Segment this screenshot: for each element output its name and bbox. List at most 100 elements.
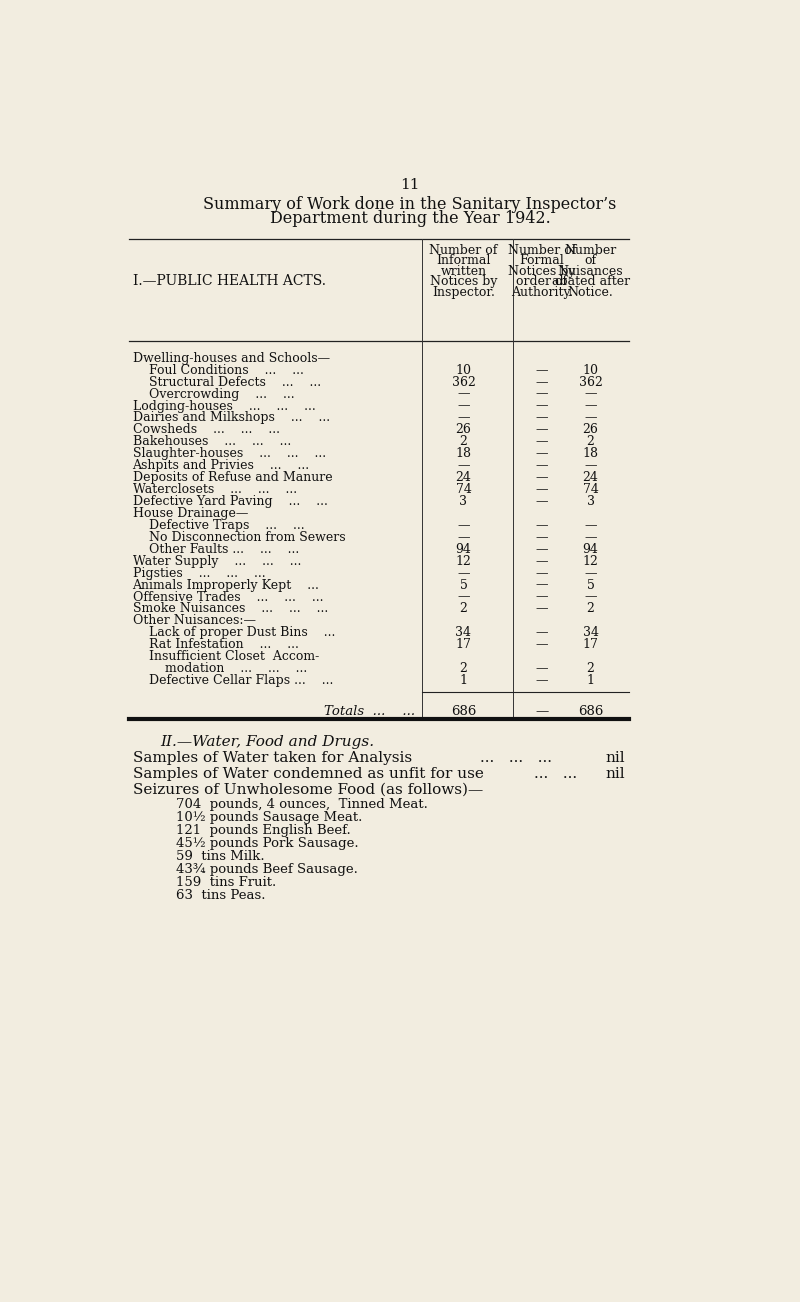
Text: Number of: Number of xyxy=(430,243,498,256)
Text: —: — xyxy=(584,400,597,413)
Text: 5: 5 xyxy=(459,578,467,591)
Text: 686: 686 xyxy=(450,706,476,719)
Text: Ashpits and Privies    ...    ...: Ashpits and Privies ... ... xyxy=(133,460,310,473)
Text: Lodging-houses    ...    ...    ...: Lodging-houses ... ... ... xyxy=(133,400,315,413)
Text: —: — xyxy=(535,638,548,651)
Text: Deposits of Refuse and Manure: Deposits of Refuse and Manure xyxy=(133,471,332,484)
Text: Rat Infestation    ...    ...: Rat Infestation ... ... xyxy=(133,638,298,651)
Text: Defective Traps    ...    ...: Defective Traps ... ... xyxy=(133,519,304,533)
Text: II.—Water, Food and Drugs.: II.—Water, Food and Drugs. xyxy=(161,734,374,749)
Text: modation    ...    ...    ...: modation ... ... ... xyxy=(133,663,307,676)
Text: —: — xyxy=(535,543,548,556)
Text: Cowsheds    ...    ...    ...: Cowsheds ... ... ... xyxy=(133,423,279,436)
Text: Lack of proper Dust Bins    ...: Lack of proper Dust Bins ... xyxy=(133,626,335,639)
Text: Insufficient Closet  Accom-: Insufficient Closet Accom- xyxy=(133,650,318,663)
Text: 18: 18 xyxy=(582,448,598,461)
Text: 24: 24 xyxy=(455,471,471,484)
Text: ...   ...: ... ... xyxy=(534,767,577,781)
Text: abated after: abated after xyxy=(551,275,630,288)
Text: Foul Conditions    ...    ...: Foul Conditions ... ... xyxy=(133,363,303,376)
Text: —: — xyxy=(535,578,548,591)
Text: 18: 18 xyxy=(455,448,471,461)
Text: Totals  ...    ...: Totals ... ... xyxy=(324,706,415,719)
Text: 2: 2 xyxy=(459,435,467,448)
Text: —: — xyxy=(535,435,548,448)
Text: —: — xyxy=(535,555,548,568)
Text: —: — xyxy=(535,448,548,461)
Text: 362: 362 xyxy=(578,376,602,389)
Text: —: — xyxy=(458,400,470,413)
Text: 2: 2 xyxy=(459,603,467,616)
Text: 1: 1 xyxy=(459,674,467,687)
Text: Samples of Water condemned as unfit for use: Samples of Water condemned as unfit for … xyxy=(133,767,483,781)
Text: 3: 3 xyxy=(459,495,467,508)
Text: I.—PUBLIC HEALTH ACTS.: I.—PUBLIC HEALTH ACTS. xyxy=(133,273,326,288)
Text: 94: 94 xyxy=(455,543,471,556)
Text: —: — xyxy=(535,603,548,616)
Text: 12: 12 xyxy=(455,555,471,568)
Text: Nuisances: Nuisances xyxy=(558,264,623,277)
Text: Notice.: Notice. xyxy=(568,285,614,298)
Text: —: — xyxy=(584,531,597,544)
Text: written: written xyxy=(441,264,486,277)
Text: 686: 686 xyxy=(578,706,603,719)
Text: Animals Improperly Kept    ...: Animals Improperly Kept ... xyxy=(133,578,319,591)
Text: —: — xyxy=(535,706,548,719)
Text: Offensive Trades    ...    ...    ...: Offensive Trades ... ... ... xyxy=(133,591,323,604)
Text: —: — xyxy=(458,531,470,544)
Text: Inspector.: Inspector. xyxy=(432,285,495,298)
Text: —: — xyxy=(535,674,548,687)
Text: 12: 12 xyxy=(582,555,598,568)
Text: 3: 3 xyxy=(586,495,594,508)
Text: Bakehouses    ...    ...    ...: Bakehouses ... ... ... xyxy=(133,435,291,448)
Text: nil: nil xyxy=(606,767,626,781)
Text: nil: nil xyxy=(606,751,626,766)
Text: order of: order of xyxy=(516,275,567,288)
Text: —: — xyxy=(584,519,597,533)
Text: Samples of Water taken for Analysis: Samples of Water taken for Analysis xyxy=(133,751,412,766)
Text: of: of xyxy=(585,254,597,267)
Text: Authority.: Authority. xyxy=(511,285,573,298)
Text: —: — xyxy=(458,566,470,579)
Text: —: — xyxy=(458,388,470,401)
Text: 5: 5 xyxy=(586,578,594,591)
Text: —: — xyxy=(584,411,597,424)
Text: Department during the Year 1942.: Department during the Year 1942. xyxy=(270,210,550,227)
Text: —: — xyxy=(535,363,548,376)
Text: 24: 24 xyxy=(582,471,598,484)
Text: Formal: Formal xyxy=(519,254,564,267)
Text: —: — xyxy=(535,483,548,496)
Text: —: — xyxy=(535,519,548,533)
Text: 17: 17 xyxy=(582,638,598,651)
Text: 1: 1 xyxy=(586,674,594,687)
Text: 2: 2 xyxy=(586,663,594,676)
Text: ...   ...   ...: ... ... ... xyxy=(480,751,552,766)
Text: —: — xyxy=(535,460,548,473)
Text: 159  tins Fruit.: 159 tins Fruit. xyxy=(176,876,276,889)
Text: 26: 26 xyxy=(582,423,598,436)
Text: Informal: Informal xyxy=(436,254,490,267)
Text: 94: 94 xyxy=(582,543,598,556)
Text: —: — xyxy=(535,400,548,413)
Text: Dairies and Milkshops    ...    ...: Dairies and Milkshops ... ... xyxy=(133,411,330,424)
Text: —: — xyxy=(535,376,548,389)
Text: 74: 74 xyxy=(582,483,598,496)
Text: Waterclosets    ...    ...    ...: Waterclosets ... ... ... xyxy=(133,483,297,496)
Text: Summary of Work done in the Sanitary Inspector’s: Summary of Work done in the Sanitary Ins… xyxy=(203,197,617,214)
Text: —: — xyxy=(458,519,470,533)
Text: Notices by: Notices by xyxy=(508,264,575,277)
Text: —: — xyxy=(535,423,548,436)
Text: Other Faults ...    ...    ...: Other Faults ... ... ... xyxy=(133,543,299,556)
Text: 17: 17 xyxy=(455,638,471,651)
Text: —: — xyxy=(535,566,548,579)
Text: —: — xyxy=(535,531,548,544)
Text: Structural Defects    ...    ...: Structural Defects ... ... xyxy=(133,376,321,389)
Text: —: — xyxy=(584,591,597,604)
Text: Overcrowding    ...    ...: Overcrowding ... ... xyxy=(133,388,294,401)
Text: 11: 11 xyxy=(400,178,420,191)
Text: 43¾ pounds Beef Sausage.: 43¾ pounds Beef Sausage. xyxy=(176,863,358,876)
Text: Slaughter-houses    ...    ...    ...: Slaughter-houses ... ... ... xyxy=(133,448,326,461)
Text: 45½ pounds Pork Sausage.: 45½ pounds Pork Sausage. xyxy=(176,837,358,850)
Text: Number: Number xyxy=(565,243,617,256)
Text: 2: 2 xyxy=(586,603,594,616)
